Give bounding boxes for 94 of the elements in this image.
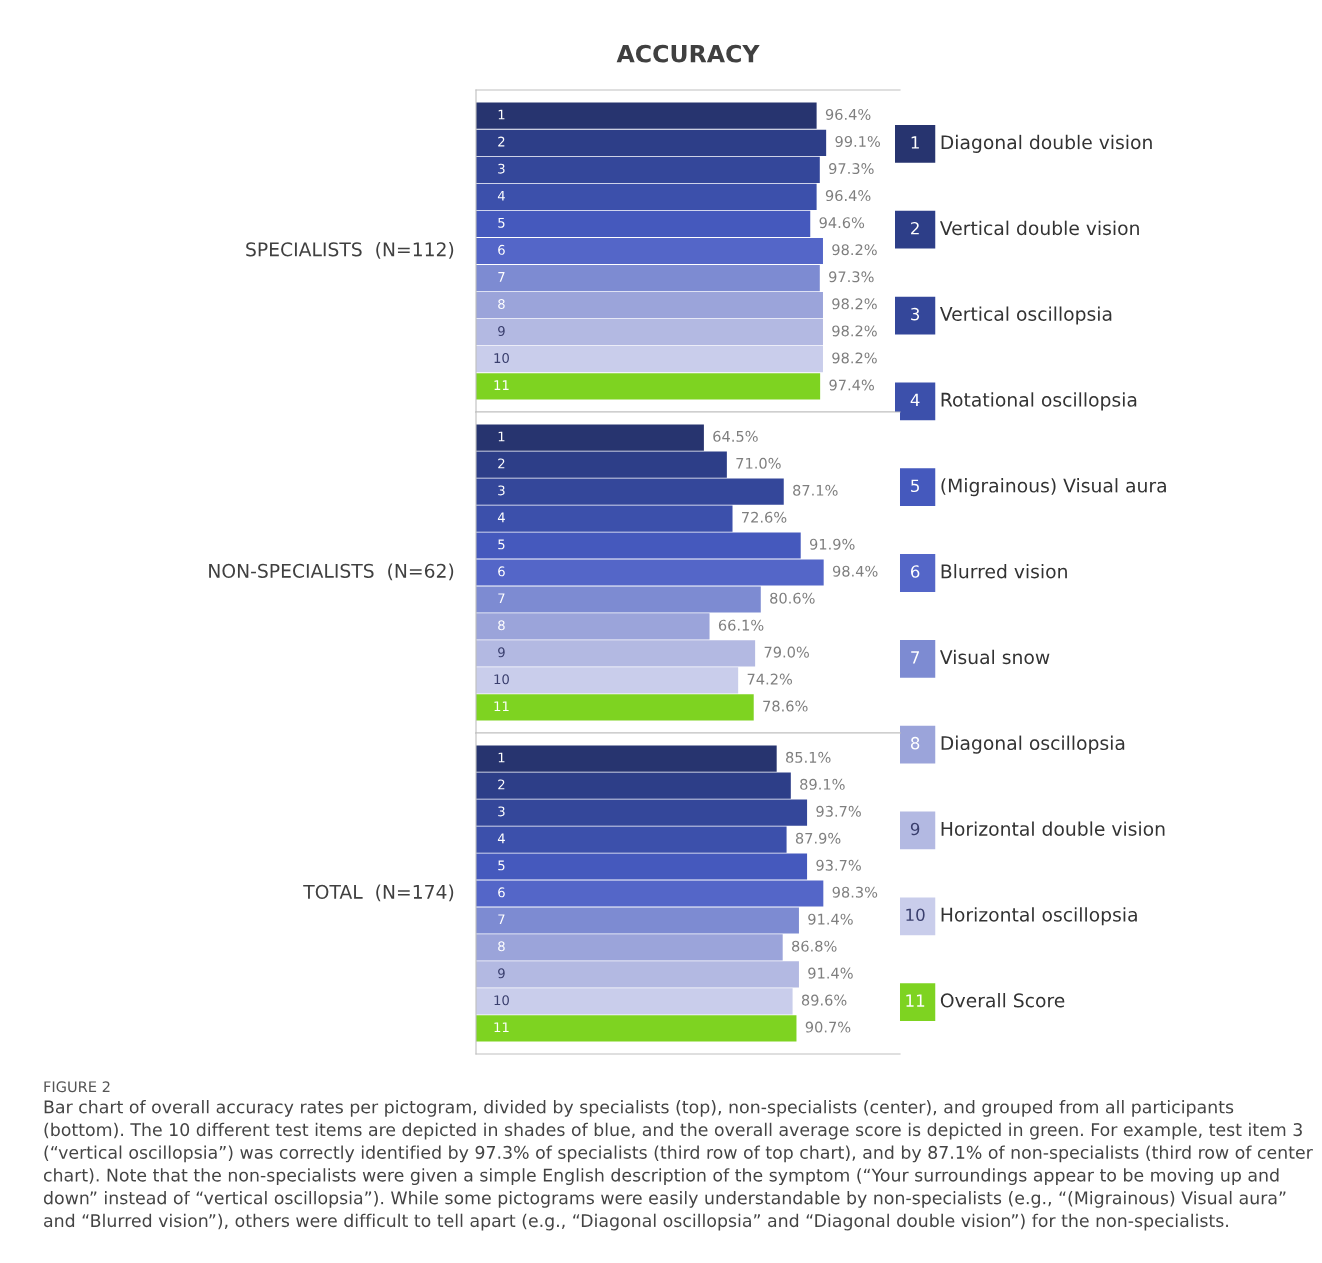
legend-label: Horizontal oscillopsia xyxy=(941,907,1137,926)
legend-label: Vertical oscillopsia xyxy=(939,306,1112,325)
data-label: 98.2% xyxy=(832,244,877,256)
category-label: 10 xyxy=(494,995,509,1006)
data-label: 86.8% xyxy=(792,940,837,952)
data-label: 97.3% xyxy=(829,271,874,283)
category-label: 9 xyxy=(498,647,505,658)
legend-label: Vertical double vision xyxy=(939,220,1139,236)
data-label: 72.6% xyxy=(742,511,787,523)
category-label: 4 xyxy=(497,512,505,523)
data-label: 98.2% xyxy=(832,352,877,364)
data-label: 80.6% xyxy=(770,592,815,604)
data-label: 96.4% xyxy=(825,108,871,120)
chart-title: ACCURACY xyxy=(616,44,760,63)
legend-label: Diagonal double vision xyxy=(941,134,1152,153)
category-label: 11 xyxy=(494,380,509,390)
category-label: 2 xyxy=(498,458,505,469)
category-label: 4 xyxy=(497,833,505,844)
category-label: 7 xyxy=(498,272,505,282)
category-label: 2 xyxy=(498,136,505,147)
data-label: 93.7% xyxy=(816,805,861,817)
y-axis-title: NON-SPECIALISTS (N=62) xyxy=(209,563,454,581)
data-label: 98.2% xyxy=(832,325,877,337)
category-label: 10 xyxy=(494,353,509,364)
data-label: 85.1% xyxy=(786,751,831,763)
category-label: 6 xyxy=(910,565,920,578)
category-label: 9 xyxy=(498,326,505,336)
data-label: 64.5% xyxy=(713,430,758,442)
data-label: 98.3% xyxy=(832,886,878,898)
category-label: 6 xyxy=(498,566,505,577)
data-label: 91.4% xyxy=(808,913,853,925)
category-label: 8 xyxy=(498,941,505,952)
category-label: 9 xyxy=(498,968,505,979)
data-label: 66.1% xyxy=(718,619,764,631)
legend-label: Overall Score xyxy=(940,993,1065,1008)
category-label: 4 xyxy=(497,190,505,201)
category-label: 8 xyxy=(910,736,920,750)
legend-label: (Migrainous) Visual aura xyxy=(941,478,1166,497)
category-label: 6 xyxy=(498,244,505,255)
category-label: 2 xyxy=(498,779,505,790)
category-label: 7 xyxy=(498,593,505,604)
category-label: 5 xyxy=(498,860,505,871)
category-label: 3 xyxy=(498,806,505,817)
category-label: 5 xyxy=(498,217,505,228)
category-label: 1 xyxy=(498,752,505,763)
y-axis-title: TOTAL (N=174) xyxy=(303,884,454,902)
category-label: 7 xyxy=(498,914,505,925)
data-label: 91.9% xyxy=(809,538,855,550)
text: Bar chart of overall accuracy rates per pictogram, divided by specialists (top), non-specialists (center), and grouped from all participants (bottom). The 10 different test items are depicted in shades of blue, and the overall average score is depicted in green. For example, test item 3 (“vertical oscillopsia”) was correctly identified by 97.3% of specialists (third row of top chart), and by 87.1% of non-specialists (third row of center chart). Note that the non-specialists were given a simple English description of the symptom (“Your surroundings appear to be moving up and down” instead of “vertical oscillopsia”). While some pictograms were easily understandable by non-specialists (e.g., “(Migrainous) Visual aura” and “Blurred vision”), others were difficult to tell apart (e.g., “Diagonal oscillopsia” and “Diagonal double vision”) for the non-specialists. xyxy=(43,1100,1313,1231)
category-label: 10 xyxy=(906,908,925,922)
data-label: 99.1% xyxy=(835,135,881,147)
category-label: 8 xyxy=(498,620,505,631)
category-label: 1 xyxy=(498,431,505,442)
data-label: 90.7% xyxy=(805,1021,851,1033)
y-axis-title: SPECIALISTS (N=112) xyxy=(246,241,454,259)
category-label: 3 xyxy=(498,163,505,174)
category-label: 11 xyxy=(906,994,925,1007)
legend-label: Visual snow xyxy=(939,649,1050,665)
legend-label: Diagonal oscillopsia xyxy=(941,735,1125,754)
data-label: 94.6% xyxy=(819,217,865,229)
category-label: 3 xyxy=(911,307,920,321)
category-label: 6 xyxy=(498,887,505,898)
data-label: 74.2% xyxy=(747,673,793,685)
caption: FIGURE 2 xyxy=(44,1081,110,1093)
category-label: 1 xyxy=(911,136,919,149)
legend-label: Rotational oscillopsia xyxy=(941,392,1137,411)
category-label: 8 xyxy=(498,298,505,309)
data-label: 96.4% xyxy=(825,190,871,202)
category-label: 5 xyxy=(911,479,919,493)
data-label: 98.2% xyxy=(832,298,877,310)
category-label: 11 xyxy=(494,701,509,712)
category-label: 4 xyxy=(910,393,920,406)
data-label: 97.4% xyxy=(829,379,874,391)
category-label: 9 xyxy=(910,822,920,836)
data-label: 78.6% xyxy=(763,700,808,712)
data-label: 87.1% xyxy=(793,484,838,496)
data-label: 87.9% xyxy=(795,832,841,844)
legend-label: Blurred vision xyxy=(941,563,1067,579)
data-label: 93.7% xyxy=(816,859,861,871)
data-label: 98.4% xyxy=(832,565,878,577)
data-label: 79.0% xyxy=(764,646,809,658)
category-label: 10 xyxy=(494,674,509,685)
category-label: 5 xyxy=(498,539,505,550)
category-label: 11 xyxy=(494,1022,509,1033)
data-label: 89.1% xyxy=(800,778,845,790)
category-label: 1 xyxy=(498,109,505,120)
category-label: 3 xyxy=(498,485,505,496)
legend-label: Horizontal double vision xyxy=(941,821,1165,836)
category-label: 7 xyxy=(911,651,920,664)
category-label: 2 xyxy=(911,221,919,235)
data-label: 97.3% xyxy=(829,163,874,175)
data-label: 71.0% xyxy=(736,457,781,469)
data-label: 89.6% xyxy=(801,994,847,1006)
data-label: 91.4% xyxy=(808,967,853,979)
